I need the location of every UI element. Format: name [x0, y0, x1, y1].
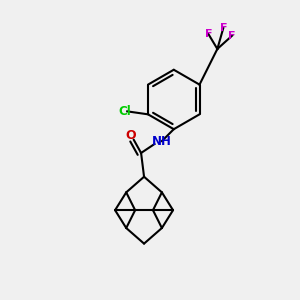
Text: Cl: Cl — [118, 105, 130, 118]
Text: F: F — [220, 23, 227, 33]
Text: F: F — [229, 31, 236, 40]
Text: F: F — [205, 29, 212, 39]
Text: O: O — [125, 129, 136, 142]
Text: NH: NH — [152, 135, 172, 148]
